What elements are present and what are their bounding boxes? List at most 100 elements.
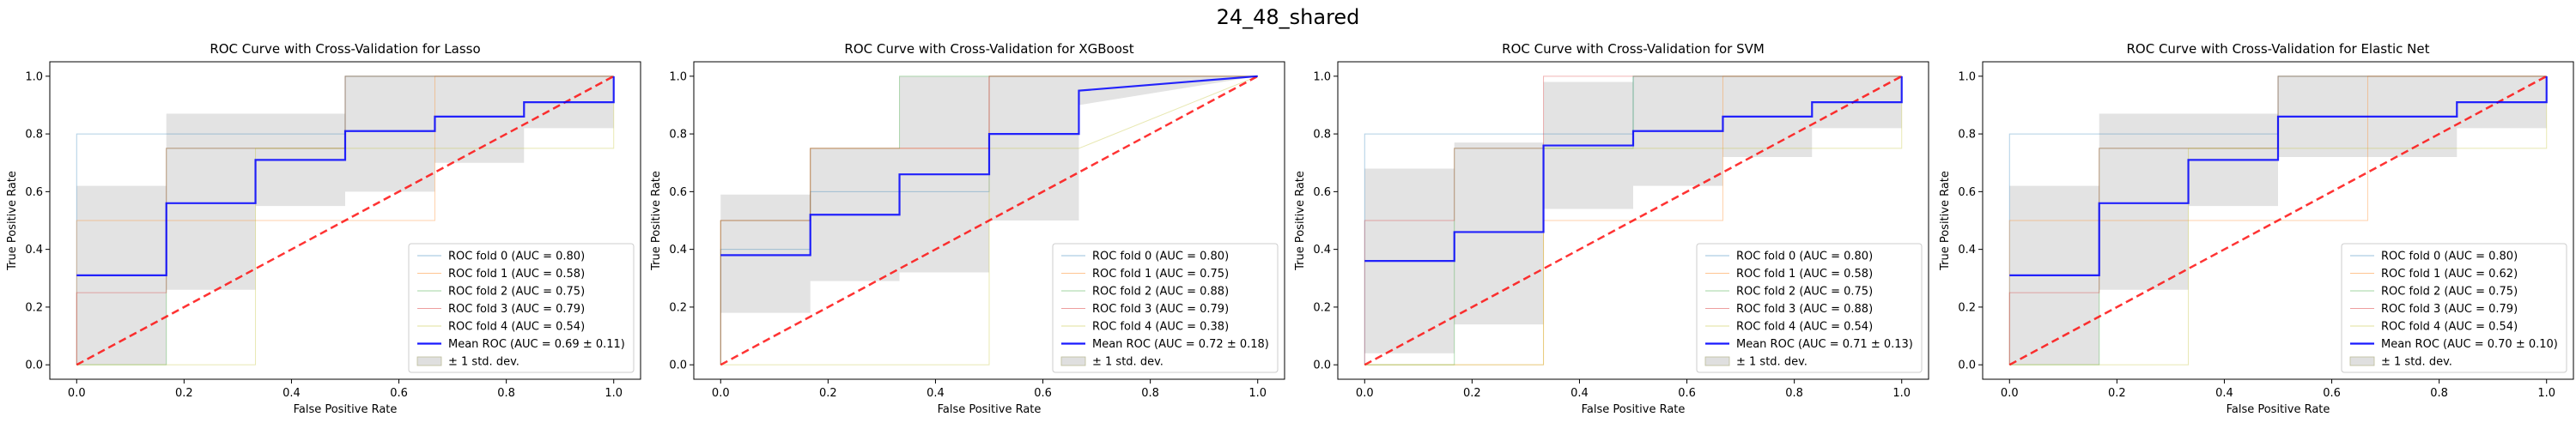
legend-entry-label: ROC fold 1 (AUC = 0.75) xyxy=(1092,268,1229,281)
roc-panel-1: 0.0 0.2 0.4 0.6 0.8 1.0 0.0 0.2 0.4 0.6 0.8 1.0 ROC … xyxy=(650,41,1285,416)
y-tick-label: 0.4 xyxy=(1958,244,1976,257)
legend-entry-label: ± 1 std. dev. xyxy=(1736,356,1807,369)
x-tick-label: 0.0 xyxy=(68,387,86,400)
legend-entry-label: ROC fold 2 (AUC = 0.75) xyxy=(448,286,585,299)
legend-swatch xyxy=(1704,356,1730,366)
y-tick-label: 0.4 xyxy=(669,244,687,257)
x-tick-label: 0.0 xyxy=(712,387,730,400)
y-tick-label: 0.6 xyxy=(25,186,43,199)
axes-frame xyxy=(1982,61,2574,380)
y-tick-label: 0.2 xyxy=(1313,301,1331,314)
y-axis-label: True Positive Rate xyxy=(6,171,19,271)
legend-entry-label: ROC fold 0 (AUC = 0.80) xyxy=(2381,251,2518,263)
legend: ROC fold 0 (AUC = 0.80) ROC fold 1 (AUC =… xyxy=(1696,243,1923,373)
x-tick-label: 1.0 xyxy=(2537,387,2555,400)
y-tick-label: 0.8 xyxy=(669,129,687,142)
legend-box xyxy=(2341,243,2567,373)
y-tick-label: 0.0 xyxy=(25,360,43,372)
y-tick-label: 0.6 xyxy=(1313,186,1331,199)
figure-suptitle: 24_48_shared xyxy=(1216,5,1360,29)
fold-0-roc-line xyxy=(720,76,1258,366)
legend-entry-label: ROC fold 2 (AUC = 0.75) xyxy=(2381,286,2518,299)
x-tick-label: 1.0 xyxy=(1249,387,1267,400)
y-axis-label: True Positive Rate xyxy=(650,171,663,271)
mean-roc-line xyxy=(2009,76,2548,277)
fold-1-roc-line xyxy=(720,76,1258,366)
y-tick-label: 0.6 xyxy=(669,186,687,199)
legend-entry-label: ROC fold 3 (AUC = 0.88) xyxy=(1736,303,1873,316)
legend-swatch xyxy=(2349,356,2375,366)
legend-entry-label: ROC fold 2 (AUC = 0.88) xyxy=(1092,286,1229,299)
x-tick-label: 0.8 xyxy=(497,387,515,400)
chart-title: ROC Curve with Cross-Validation for Lass… xyxy=(210,41,480,57)
y-tick-label: 1.0 xyxy=(25,70,43,83)
x-axis-label: False Positive Rate xyxy=(1582,403,1686,416)
x-tick-label: 0.6 xyxy=(1034,387,1052,400)
roc-panel-0: 0.0 0.2 0.4 0.6 0.8 1.0 0.0 0.2 0.4 0.6 0.8 1.0 ROC … xyxy=(6,41,641,416)
x-tick-label: 0.0 xyxy=(2001,387,2019,400)
legend-entry-label: ROC fold 0 (AUC = 0.80) xyxy=(448,251,585,263)
x-tick-label: 0.4 xyxy=(927,387,945,400)
legend-box xyxy=(1052,243,1279,373)
fold-3-roc-line xyxy=(76,76,614,366)
y-tick-label: 0.4 xyxy=(1313,244,1331,257)
legend-entry-label: ROC fold 3 (AUC = 0.79) xyxy=(448,303,585,316)
axes-frame xyxy=(1337,61,1929,380)
legend-entry-label: ROC fold 4 (AUC = 0.54) xyxy=(1736,321,1873,334)
x-tick-label: 1.0 xyxy=(605,387,623,400)
y-tick-label: 0.4 xyxy=(25,244,43,257)
fold-2-roc-line xyxy=(2009,76,2547,366)
x-tick-label: 0.8 xyxy=(1141,387,1159,400)
std-dev-band xyxy=(720,76,1258,313)
fold-4-roc-line xyxy=(2009,76,2548,366)
x-tick-label: 0.4 xyxy=(283,387,301,400)
legend-entry-label: Mean ROC (AUC = 0.69 ± 0.11) xyxy=(448,338,625,351)
y-tick-label: 0.8 xyxy=(1313,129,1331,142)
x-axis-label: False Positive Rate xyxy=(2227,403,2330,416)
x-tick-label: 0.8 xyxy=(1785,387,1803,400)
x-tick-label: 1.0 xyxy=(1893,387,1911,400)
y-tick-label: 1.0 xyxy=(669,70,687,83)
y-tick-label: 0.8 xyxy=(25,129,43,142)
fold-3-roc-line xyxy=(720,76,1258,366)
chart-title: ROC Curve with Cross-Validation for XGBo… xyxy=(844,41,1133,57)
legend-entry-label: Mean ROC (AUC = 0.71 ± 0.13) xyxy=(1736,338,1913,351)
fold-3-roc-line xyxy=(1364,76,1902,366)
legend-entry-label: ROC fold 0 (AUC = 0.80) xyxy=(1736,251,1873,263)
chance-diagonal-line xyxy=(2008,75,2548,366)
chart-title: ROC Curve with Cross-Validation for Elas… xyxy=(2126,41,2429,57)
x-tick-label: 0.4 xyxy=(1571,387,1589,400)
y-axis-label: True Positive Rate xyxy=(1294,171,1307,271)
x-tick-label: 0.6 xyxy=(2323,387,2341,400)
mean-roc-line xyxy=(1364,76,1903,263)
legend-entry-label: ROC fold 1 (AUC = 0.62) xyxy=(2381,268,2518,281)
y-axis-label: True Positive Rate xyxy=(1939,171,1952,271)
mean-roc-line xyxy=(720,75,1258,257)
y-tick-label: 0.0 xyxy=(1313,360,1331,372)
fold-3-roc-line xyxy=(2008,76,2547,366)
roc-panel-3: 0.0 0.2 0.4 0.6 0.8 1.0 0.0 0.2 0.4 0.6 0.8 1.0 ROC … xyxy=(1939,41,2574,416)
y-tick-label: 0.0 xyxy=(669,360,687,372)
axes-frame xyxy=(693,61,1285,380)
y-tick-label: 0.2 xyxy=(669,301,687,314)
x-axis-label: False Positive Rate xyxy=(938,403,1042,416)
legend-swatch xyxy=(416,356,442,366)
y-tick-label: 0.0 xyxy=(1958,360,1976,372)
x-tick-label: 0.2 xyxy=(819,387,837,400)
y-tick-label: 0.8 xyxy=(1958,129,1976,142)
legend-entry-label: ROC fold 3 (AUC = 0.79) xyxy=(1092,303,1229,316)
x-tick-label: 0.6 xyxy=(1678,387,1696,400)
chance-diagonal-line xyxy=(1364,75,1903,366)
legend: ROC fold 0 (AUC = 0.80) ROC fold 1 (AUC =… xyxy=(2341,243,2567,373)
x-tick-label: 0.2 xyxy=(1463,387,1481,400)
x-tick-label: 0.2 xyxy=(175,387,193,400)
x-tick-label: 0.2 xyxy=(2108,387,2126,400)
mean-roc-line xyxy=(76,76,615,277)
legend-box xyxy=(408,243,635,373)
x-tick-label: 0.0 xyxy=(1356,387,1374,400)
y-tick-label: 1.0 xyxy=(1958,70,1976,83)
x-tick-label: 0.8 xyxy=(2430,387,2448,400)
legend-swatch xyxy=(1060,356,1086,366)
y-tick-label: 0.2 xyxy=(25,301,43,314)
